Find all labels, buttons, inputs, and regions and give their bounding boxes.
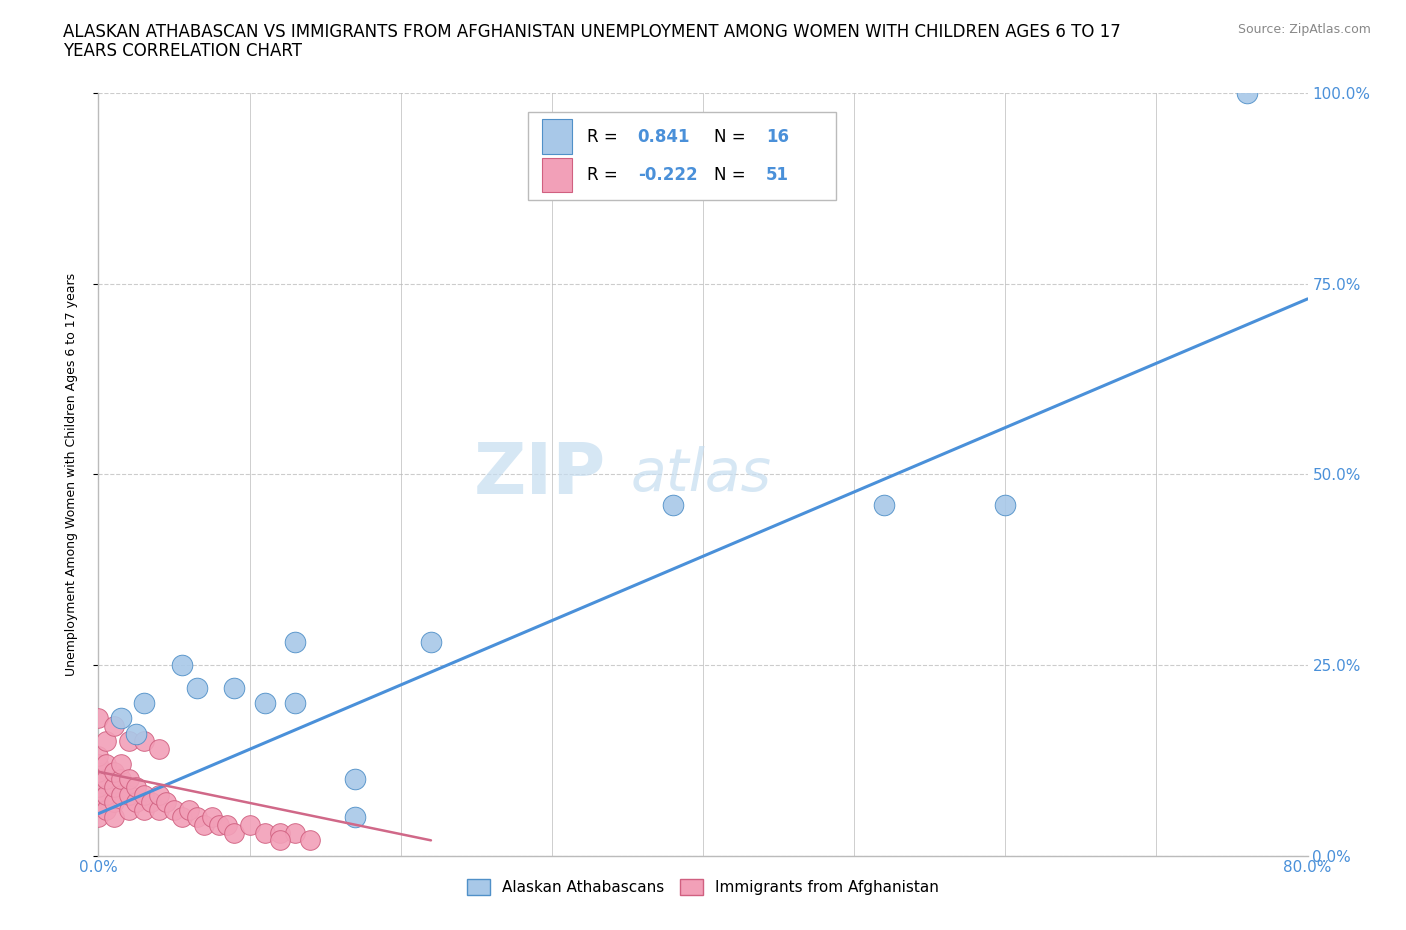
Point (132, 787, 155, 802)
Point (661, 498, 683, 512)
Point (103, 719, 125, 734)
Point (170, 810, 193, 825)
FancyBboxPatch shape (527, 113, 837, 200)
Text: -0.222: -0.222 (638, 166, 697, 184)
Point (239, 817, 262, 832)
Point (1236, 86, 1258, 100)
Point (186, 681, 208, 696)
Point (873, 498, 896, 512)
Point (94, 757, 117, 772)
Point (141, 795, 163, 810)
Point (87, 772, 110, 787)
Point (103, 764, 125, 779)
Point (253, 825, 276, 840)
Point (148, 741, 170, 756)
Legend: Alaskan Athabascans, Immigrants from Afghanistan: Alaskan Athabascans, Immigrants from Afg… (461, 873, 945, 901)
Point (87, 764, 110, 779)
Point (110, 787, 132, 802)
Point (284, 696, 307, 711)
Point (269, 825, 291, 840)
Text: ZIP: ZIP (474, 440, 606, 509)
Bar (543, 158, 572, 193)
Text: 51: 51 (766, 166, 789, 184)
Point (132, 734, 155, 749)
Point (344, 772, 367, 787)
Point (148, 787, 170, 802)
Point (201, 810, 224, 825)
Bar (543, 119, 572, 153)
Point (170, 658, 193, 672)
Point (118, 734, 141, 749)
Point (179, 803, 201, 817)
Point (163, 803, 186, 817)
Text: Source: ZipAtlas.com: Source: ZipAtlas.com (1237, 23, 1371, 36)
Point (125, 779, 148, 794)
Point (215, 817, 238, 832)
Point (94, 772, 117, 787)
Point (284, 634, 307, 649)
Point (118, 803, 141, 817)
Point (344, 810, 367, 825)
Point (110, 711, 132, 725)
Text: 0.841: 0.841 (638, 127, 690, 146)
Point (420, 634, 443, 649)
Text: N =: N = (714, 166, 751, 184)
Point (193, 817, 215, 832)
Point (994, 498, 1017, 512)
Point (87, 779, 110, 794)
Point (87, 810, 110, 825)
Point (224, 681, 246, 696)
Point (125, 795, 148, 810)
Point (269, 833, 291, 848)
Text: 16: 16 (766, 127, 789, 146)
Point (253, 696, 276, 711)
Point (87, 749, 110, 764)
Point (208, 817, 231, 832)
Point (110, 757, 132, 772)
Point (155, 795, 177, 810)
Text: R =: R = (586, 166, 623, 184)
Point (110, 772, 132, 787)
Point (118, 787, 141, 802)
Point (148, 803, 170, 817)
Point (132, 696, 155, 711)
Point (87, 757, 110, 772)
Point (125, 726, 148, 741)
Point (103, 810, 125, 825)
Text: YEARS CORRELATION CHART: YEARS CORRELATION CHART (63, 42, 302, 60)
Point (132, 803, 155, 817)
Text: N =: N = (714, 127, 751, 146)
Point (87, 795, 110, 810)
Text: atlas: atlas (630, 445, 772, 503)
Point (224, 825, 246, 840)
Point (94, 734, 117, 749)
Point (186, 810, 208, 825)
Point (94, 803, 117, 817)
Point (103, 795, 125, 810)
Point (94, 787, 117, 802)
Point (103, 779, 125, 794)
Point (299, 833, 322, 848)
Point (87, 711, 110, 725)
Y-axis label: Unemployment Among Women with Children Ages 6 to 17 years: Unemployment Among Women with Children A… (65, 272, 77, 676)
Point (118, 772, 141, 787)
Point (284, 825, 307, 840)
Text: R =: R = (586, 127, 623, 146)
Point (87, 787, 110, 802)
Text: ALASKAN ATHABASCAN VS IMMIGRANTS FROM AFGHANISTAN UNEMPLOYMENT AMONG WOMEN WITH : ALASKAN ATHABASCAN VS IMMIGRANTS FROM AF… (63, 23, 1121, 41)
